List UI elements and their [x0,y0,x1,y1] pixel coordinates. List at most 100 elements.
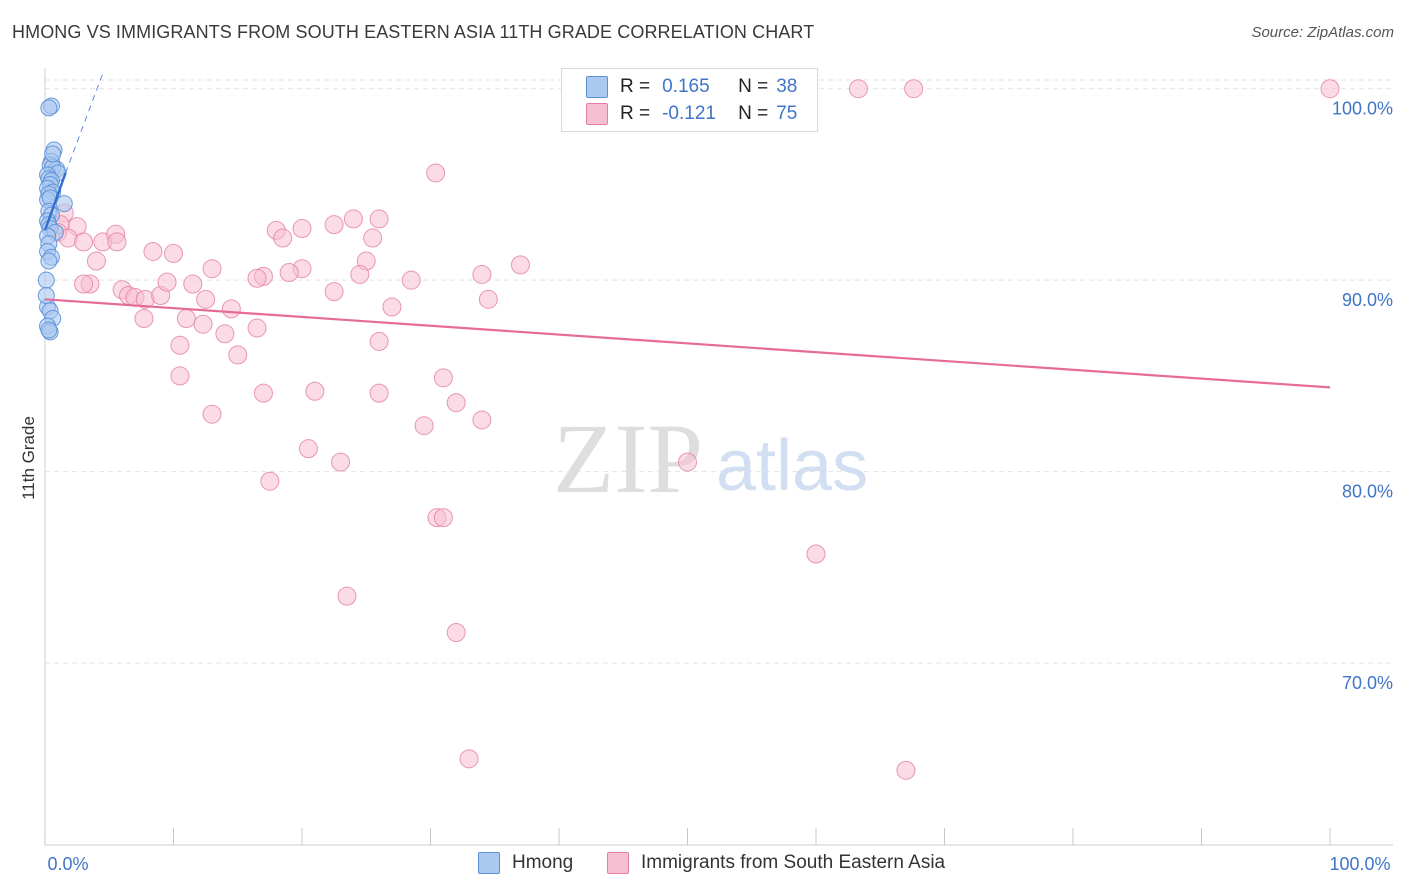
point-sea [183,274,203,294]
grid-layer [45,79,1393,664]
point-sea [143,241,163,261]
point-sea [369,209,389,229]
point-sea [472,410,492,430]
point-sea [331,452,351,472]
point-sea [433,508,453,528]
legend-row-hmong: R = 0.165 N = 38 [586,75,798,99]
point-sea [196,289,216,309]
point-hmong [40,99,58,117]
point-sea [157,272,177,292]
point-sea [343,209,363,229]
point-sea [202,404,222,424]
point-sea [292,218,312,238]
point-sea [324,215,344,235]
point-sea [193,314,213,334]
legend-swatch-hmong [586,76,608,98]
point-sea [350,264,370,284]
trend-layer [43,73,1331,389]
point-sea [74,232,94,252]
point-sea [446,622,466,642]
legend-n-label: N = [738,103,769,124]
point-sea [176,308,196,328]
chart-title: HMONG VS IMMIGRANTS FROM SOUTH EASTERN A… [12,22,815,42]
point-hmong [40,252,58,270]
point-sea [478,289,498,309]
point-sea [273,228,293,248]
tick-label-layer: 100.0% 90.0% 80.0% 70.0% 0.0% 100.0% [47,99,1393,874]
point-hmong [37,271,55,289]
legend-n-value: 38 [776,76,798,97]
point-sea [221,299,241,319]
point-sea [426,163,446,183]
point-sea [472,264,492,284]
trend-line-sea [44,298,1331,389]
point-sea [459,749,479,769]
y-tick-label: 80.0% [1342,482,1393,502]
point-sea [279,263,299,283]
legend-row-sea: R = -0.121 N = 75 [586,102,798,126]
point-sea [253,383,273,403]
point-sea [369,383,389,403]
y-tick-label: 100.0% [1332,99,1393,119]
legend-r-value: -0.121 [662,103,716,124]
point-sea [215,324,235,344]
source-label: Source: ZipAtlas.com [1251,24,1394,41]
point-sea [510,255,530,275]
watermark-atlas: atlas [716,426,868,506]
point-sea [433,368,453,388]
series-label-hmong: Hmong [512,852,574,873]
point-sea [228,345,248,365]
x-tick-label: 0.0% [47,854,88,874]
point-hmong [55,195,73,213]
trend-line-hmong-extension [65,73,104,174]
point-sea [904,79,924,99]
series-swatch-sea [607,852,629,874]
legend-r-label: R = [620,76,651,97]
y-tick-label: 70.0% [1342,673,1393,693]
point-hmong [37,287,55,304]
point-hmong [40,321,58,339]
point-sea [324,282,344,302]
point-sea [848,79,868,99]
point-sea [260,471,280,491]
legend-r-label: R = [620,103,651,124]
series-legend: Hmong Immigrants from South Eastern Asia [0,852,1406,878]
point-sea [446,393,466,413]
point-sea [337,586,357,606]
point-sea [369,331,389,351]
point-sea [74,274,94,294]
points-layer [37,79,1340,780]
y-axis-label: 11th Grade [19,416,38,500]
point-sea [202,259,222,279]
point-sea [414,416,434,436]
point-sea [896,760,916,780]
point-sea [170,335,190,355]
series-legend-sea[interactable]: Immigrants from South Eastern Asia [607,852,945,874]
point-sea [86,251,106,271]
point-hmong [44,145,62,163]
y-tick-label: 90.0% [1342,290,1393,310]
watermark-zip: ZIP [553,403,703,514]
point-sea [305,381,325,401]
point-sea [134,308,154,328]
x-tick-label: 100.0% [1329,854,1390,874]
correlation-legend: R = 0.165 N = 38 R = -0.121 N = 75 [561,68,818,132]
legend-r-value: 0.165 [662,76,710,97]
trend-line-hmong [43,172,67,231]
point-sea [170,366,190,386]
point-sea [298,439,318,459]
watermark: ZIP atlas [553,403,868,514]
point-sea [247,318,267,338]
legend-n-value: 75 [776,103,798,124]
series-legend-hmong[interactable]: Hmong [478,852,573,874]
point-sea [1320,79,1340,99]
point-sea [401,270,421,290]
point-sea [247,268,267,288]
legend-n-label: N = [738,76,769,97]
point-sea [363,228,383,248]
point-sea [806,544,826,564]
legend-swatch-sea [586,103,608,125]
point-sea [107,232,127,252]
point-sea [382,297,402,317]
